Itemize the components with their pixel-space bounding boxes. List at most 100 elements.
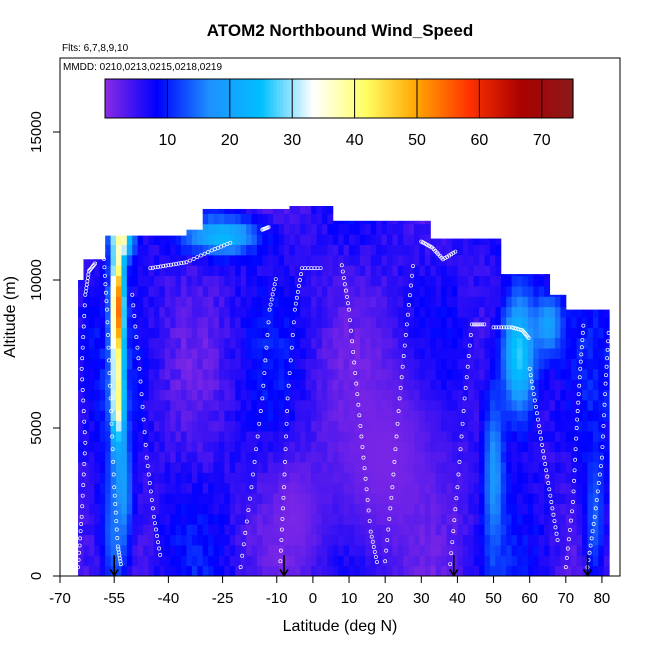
track-point: [264, 345, 269, 350]
track-point: [578, 359, 583, 364]
heatmap-cell: [289, 296, 296, 308]
heatmap-cell: [370, 296, 377, 308]
heatmap-cell: [311, 265, 318, 277]
heatmap-cell: [305, 420, 312, 432]
heatmap-cell: [587, 513, 594, 525]
heatmap-cells: [78, 206, 610, 576]
heatmap-cell: [506, 399, 513, 411]
track-point: [453, 249, 458, 254]
heatmap-cell: [392, 327, 399, 339]
heatmap-cell: [213, 348, 220, 359]
heatmap-cell: [549, 524, 556, 536]
heatmap-cell: [376, 234, 383, 245]
heatmap-cell: [251, 410, 258, 422]
heatmap-cell: [603, 348, 610, 359]
heatmap-cell: [121, 462, 128, 473]
heatmap-cell: [278, 482, 285, 494]
heatmap-cell: [598, 482, 605, 494]
heatmap-cell: [403, 503, 410, 515]
heatmap-cell: [338, 524, 345, 536]
heatmap-cell: [565, 399, 572, 411]
heatmap-cell: [143, 285, 150, 297]
track-point: [157, 546, 162, 551]
heatmap-cell: [116, 420, 122, 432]
heatmap-cell: [83, 462, 90, 473]
heatmap-cell: [506, 317, 513, 328]
heatmap-cell: [235, 348, 242, 359]
heatmap-cell: [181, 524, 187, 536]
heatmap-cell: [256, 513, 263, 525]
heatmap-cell: [327, 482, 334, 494]
track-point: [261, 383, 266, 388]
heatmap-cell: [403, 555, 410, 567]
colorbar-cell: [351, 79, 356, 118]
heatmap-cell: [197, 389, 204, 401]
heatmap-cell: [229, 358, 236, 370]
track-point: [115, 535, 120, 540]
colorbar-cell: [242, 79, 246, 118]
heatmap-cell: [500, 493, 507, 504]
heatmap-cell: [500, 317, 507, 328]
colorbar-tick-label: 70: [533, 132, 551, 149]
heatmap-cell: [78, 410, 84, 422]
heatmap-cell: [484, 565, 491, 576]
colorbar-cell: [179, 79, 184, 118]
heatmap-cell: [533, 544, 540, 556]
heatmap-cell: [533, 441, 540, 453]
heatmap-cell: [251, 306, 258, 318]
heatmap-cell: [181, 244, 187, 256]
heatmap-cell: [110, 503, 117, 515]
track-point: [148, 266, 153, 271]
heatmap-cell: [354, 244, 361, 256]
heatmap-cell: [565, 420, 572, 432]
track-point: [399, 375, 404, 380]
heatmap-cell: [267, 534, 274, 546]
heatmap-cell: [181, 441, 187, 453]
heatmap-cell: [332, 358, 339, 370]
heatmap-cell: [500, 296, 507, 308]
heatmap-cell: [262, 379, 269, 391]
heatmap-cell: [321, 206, 328, 214]
heatmap-cell: [94, 482, 101, 494]
heatmap-cell: [533, 493, 540, 504]
heatmap-cell: [571, 503, 578, 515]
heatmap-cell: [489, 244, 496, 256]
heatmap-cell: [224, 234, 231, 245]
heatmap-cell: [294, 296, 301, 308]
heatmap-cell: [468, 420, 475, 432]
heatmap-cell: [148, 451, 155, 463]
heatmap-cell: [327, 223, 334, 235]
heatmap-cell: [349, 472, 355, 484]
heatmap-cell: [549, 410, 556, 422]
heatmap-cell: [338, 513, 345, 525]
heatmap-cell: [511, 337, 518, 349]
heatmap-cell: [316, 493, 323, 504]
colorbar-cell: [320, 79, 324, 118]
heatmap-cell: [338, 555, 345, 567]
heatmap-cell: [414, 296, 420, 308]
heatmap-cell: [246, 472, 252, 484]
heatmap-cell: [500, 389, 507, 401]
heatmap-cell: [370, 565, 377, 576]
heatmap-cell: [414, 223, 420, 235]
heatmap-cell: [327, 513, 334, 525]
heatmap-cell: [137, 462, 144, 473]
heatmap-cell: [327, 389, 334, 401]
heatmap-cell: [159, 565, 166, 576]
heatmap-cell: [511, 430, 518, 442]
track-point: [391, 472, 396, 477]
heatmap-cell: [517, 462, 523, 473]
heatmap-cell: [316, 451, 323, 463]
heatmap-cell: [153, 555, 160, 567]
heatmap-cell: [181, 254, 187, 266]
heatmap-cell: [126, 472, 133, 484]
heatmap-cell: [121, 472, 128, 484]
heatmap-cell: [489, 379, 496, 391]
heatmap-cell: [446, 317, 453, 328]
heatmap-cell: [392, 544, 399, 556]
track-point: [163, 263, 168, 268]
heatmap-cell: [533, 337, 540, 349]
heatmap-cell: [376, 503, 383, 515]
heatmap-cell: [105, 472, 112, 484]
heatmap-cell: [305, 244, 312, 256]
